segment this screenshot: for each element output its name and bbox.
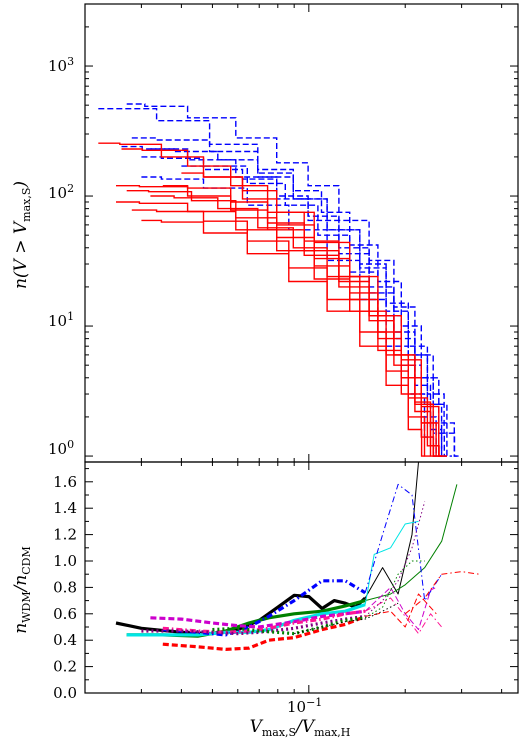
- bottom-ytick-label: 1.0: [53, 552, 77, 570]
- ratio-curve-9: [364, 586, 437, 631]
- top-ytick-label-10: 101: [48, 310, 74, 330]
- ratio-curve-3: [365, 484, 458, 602]
- top-curve-dashed-2: [131, 137, 462, 457]
- xlabel: Vmax,S/Vmax,H: [250, 717, 351, 739]
- ratio-curve-16: [364, 501, 426, 617]
- xtick-label-0.1: 10−1: [287, 696, 322, 716]
- top-ytick-label-100: 102: [48, 182, 74, 202]
- bottom-ytick-label: 1.6: [53, 473, 77, 491]
- ratio-curve-18: [364, 560, 425, 619]
- bottom-ytick-label: 1.2: [53, 526, 77, 544]
- top-panel-curves: [98, 103, 462, 457]
- top-curve-solid-7: [162, 185, 442, 457]
- ratio-curve-17: [212, 616, 366, 636]
- bottom-panel-curves: [115, 461, 480, 652]
- ratio-curve-15: [141, 614, 366, 636]
- bottom-ylabel: nWDM/nCDM: [11, 546, 33, 634]
- ratio-curve-1: [364, 461, 419, 599]
- bottom-ytick-label: 0.2: [53, 658, 77, 676]
- ratio-curve-14: [404, 571, 480, 615]
- ratio-curve-11: [364, 597, 443, 635]
- top-curve-dashed-1: [126, 103, 452, 457]
- top-ytick-label-1000: 103: [48, 55, 74, 75]
- top-ylabel: n(V > Vmax,S): [11, 181, 33, 289]
- top-panel-frame: [84, 3, 519, 463]
- bottom-ytick-label: 0.8: [53, 578, 77, 596]
- top-curve-solid-4: [116, 201, 437, 457]
- top-curve-dashed-0: [98, 108, 457, 457]
- top-ytick-label-1: 100: [48, 438, 74, 458]
- top-curve-solid-9: [181, 172, 447, 457]
- bottom-ytick-label: 0.0: [53, 684, 77, 702]
- ratio-curve-5: [364, 520, 419, 605]
- top-curve-solid-8: [150, 195, 442, 457]
- ratio-curve-7: [364, 483, 443, 602]
- bottom-ytick-label: 1.4: [53, 499, 77, 517]
- top-curve-dashed-7: [141, 176, 437, 457]
- bottom-panel-frame: [84, 461, 519, 694]
- x-ticks: [84, 4, 503, 693]
- top-curve-dashed-4: [150, 148, 447, 457]
- bottom-y-ticks: [85, 468, 518, 694]
- top-curve-dashed-3: [121, 145, 447, 457]
- ratio-curve-8: [150, 609, 366, 629]
- bottom-ytick-label: 0.4: [53, 631, 77, 649]
- bottom-ytick-label: 0.6: [53, 605, 77, 623]
- bottom-ytick-labels: 0.0 0.2 0.4 0.6 0.8 1.0 1.2 1.4 1.6: [53, 473, 77, 702]
- top-y-ticks: [85, 3, 518, 463]
- ratio-curve-13: [365, 593, 437, 628]
- top-curve-solid-6: [141, 219, 425, 457]
